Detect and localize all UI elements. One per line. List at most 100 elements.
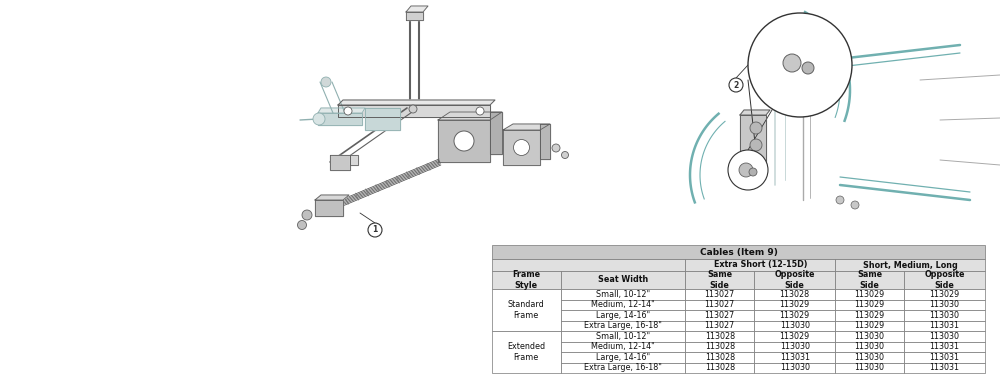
Text: 113029: 113029 (780, 332, 810, 341)
Bar (561, 331, 685, 342)
Bar (561, 321, 685, 331)
Text: Medium, 12-14": Medium, 12-14" (591, 300, 655, 309)
Polygon shape (740, 115, 766, 165)
Text: Large, 14-16": Large, 14-16" (596, 311, 650, 320)
Polygon shape (438, 112, 502, 120)
Bar (685, 342, 754, 352)
Text: Extra Large, 16-18": Extra Large, 16-18" (584, 321, 662, 330)
Polygon shape (315, 200, 343, 216)
Bar (561, 300, 685, 310)
Polygon shape (740, 110, 770, 115)
Text: 113028: 113028 (780, 290, 810, 299)
Bar (685, 331, 754, 342)
Circle shape (851, 201, 859, 209)
Text: Opposite
Side: Opposite Side (774, 270, 815, 290)
Bar (492, 259, 685, 271)
Text: 113030: 113030 (929, 311, 959, 320)
Text: 113030: 113030 (855, 332, 885, 341)
Text: Large, 14-16": Large, 14-16" (596, 353, 650, 362)
Bar (904, 271, 985, 289)
Circle shape (368, 223, 382, 237)
Text: Medium, 12-14": Medium, 12-14" (591, 342, 655, 351)
Text: 113028: 113028 (705, 353, 735, 362)
Polygon shape (503, 130, 540, 165)
Text: 113029: 113029 (929, 290, 960, 299)
Circle shape (321, 77, 331, 87)
Text: 113030: 113030 (780, 363, 810, 372)
Text: Frame
Style: Frame Style (512, 270, 540, 290)
Text: Small, 10-12": Small, 10-12" (596, 332, 650, 341)
Text: 113031: 113031 (929, 321, 959, 330)
Circle shape (728, 150, 768, 190)
Circle shape (748, 13, 852, 117)
Text: 113030: 113030 (780, 321, 810, 330)
Bar (685, 300, 754, 310)
Polygon shape (338, 105, 490, 117)
Text: 113027: 113027 (705, 321, 735, 330)
Bar (835, 310, 904, 321)
Circle shape (729, 78, 743, 92)
Text: 113028: 113028 (705, 332, 735, 341)
Text: 113030: 113030 (929, 300, 959, 309)
Polygon shape (330, 155, 350, 170)
Text: Extended
Frame: Extended Frame (507, 342, 545, 362)
Bar (904, 331, 985, 342)
Text: 113029: 113029 (780, 311, 810, 320)
Bar (754, 352, 835, 363)
Text: 113029: 113029 (854, 311, 885, 320)
Text: Opposite
Side: Opposite Side (924, 270, 965, 290)
Text: Extra Large, 16-18": Extra Large, 16-18" (584, 363, 662, 372)
Bar (685, 271, 754, 289)
Polygon shape (315, 195, 349, 200)
Bar (561, 363, 685, 373)
Bar (685, 310, 754, 321)
Circle shape (298, 220, 306, 230)
Text: 113029: 113029 (854, 290, 885, 299)
Bar (561, 289, 685, 300)
Text: 113027: 113027 (705, 290, 735, 299)
Bar (754, 342, 835, 352)
Text: 113030: 113030 (855, 363, 885, 372)
Bar (835, 352, 904, 363)
Bar (754, 321, 835, 331)
Text: Same
Side: Same Side (707, 270, 732, 290)
Text: 113029: 113029 (854, 300, 885, 309)
Circle shape (313, 113, 325, 125)
Text: 113028: 113028 (705, 363, 735, 372)
Bar (904, 342, 985, 352)
Circle shape (514, 140, 530, 156)
Text: 2: 2 (733, 81, 739, 90)
Polygon shape (406, 6, 428, 12)
Circle shape (552, 144, 560, 152)
Polygon shape (318, 113, 362, 125)
Bar (754, 310, 835, 321)
Text: Extra Short (12-15D): Extra Short (12-15D) (714, 261, 807, 270)
Circle shape (750, 139, 762, 151)
Circle shape (344, 107, 352, 115)
Circle shape (783, 54, 801, 72)
Polygon shape (350, 155, 358, 165)
Polygon shape (365, 108, 400, 130)
Polygon shape (540, 124, 550, 159)
Bar (492, 289, 561, 331)
Bar (754, 331, 835, 342)
Circle shape (409, 105, 417, 113)
Circle shape (476, 107, 484, 115)
Text: Cables (Item 9): Cables (Item 9) (700, 248, 777, 256)
Circle shape (562, 152, 568, 159)
Text: Small, 10-12": Small, 10-12" (596, 290, 650, 299)
Circle shape (802, 62, 814, 74)
Circle shape (302, 210, 312, 220)
Bar (685, 352, 754, 363)
Bar (754, 363, 835, 373)
Text: 113031: 113031 (929, 363, 959, 372)
Bar (835, 300, 904, 310)
Text: Same
Side: Same Side (857, 270, 882, 290)
Bar (904, 310, 985, 321)
Bar (835, 271, 904, 289)
Bar (561, 342, 685, 352)
Text: 113029: 113029 (780, 300, 810, 309)
Circle shape (836, 196, 844, 204)
Text: 113030: 113030 (929, 332, 959, 341)
Bar (835, 363, 904, 373)
